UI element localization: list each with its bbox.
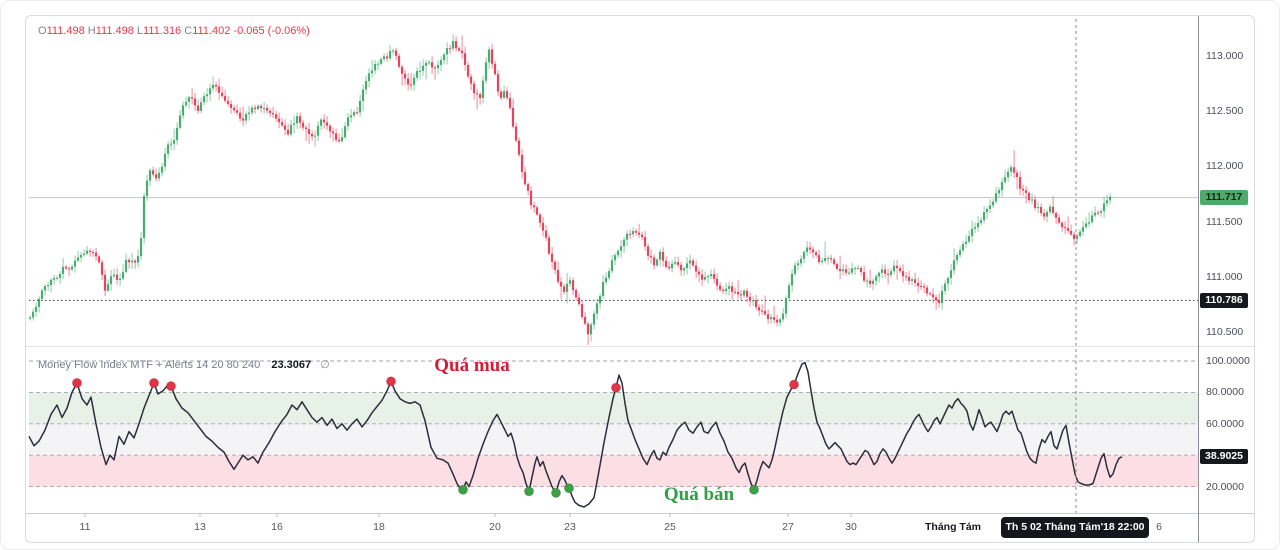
open-label: O: [38, 25, 47, 37]
oversold-marker: [563, 483, 575, 494]
overbought-marker: [148, 377, 160, 389]
chart-plot-area[interactable]: [26, 16, 1254, 542]
overbought-marker: [71, 377, 83, 389]
chart-card: O111.498 H111.498 L111.316 C111.402 -0.0…: [25, 15, 1255, 543]
mfi-band: [29, 455, 1198, 487]
price-tick-label: 112.500: [1206, 105, 1244, 118]
indicator-value-badge: 38.9025: [1200, 449, 1248, 465]
crosshair-time-tooltip: Th 5 02 Tháng Tám'18 22:00: [1001, 517, 1149, 538]
time-tick-label: 23: [564, 521, 576, 533]
last-price-badge: 111.717: [1200, 190, 1248, 206]
alert-price-badge: 110.786: [1200, 292, 1248, 308]
price-tick-label: 113.000: [1206, 50, 1244, 62]
change-value: -0.065 (-0.06%): [233, 25, 310, 37]
indicator-params: 14 20 80 240: [196, 359, 261, 371]
time-tick-label: 30: [845, 521, 857, 533]
mfi-tick-label: 20.0000: [1206, 480, 1244, 493]
ohlc-legend: O111.498 H111.498 L111.316 C111.402 -0.0…: [38, 25, 310, 37]
mfi-series: [28, 361, 1123, 508]
oversold-marker: [748, 484, 760, 495]
indicator-legend: Money Flow Index MTF + Alerts 14 20 80 2…: [38, 358, 330, 371]
overbought-marker: [610, 382, 622, 393]
time-tick-label: 25: [664, 521, 676, 533]
close-label: C: [184, 25, 193, 37]
time-tick-label: 16: [271, 521, 283, 533]
oversold-marker: [550, 487, 562, 498]
hide-indicator-icon[interactable]: ∅: [320, 359, 330, 371]
mfi-tick-label: 60.0000: [1206, 417, 1244, 430]
close-value: 111.402: [192, 25, 231, 37]
overbought-marker: [165, 381, 177, 392]
time-tick-label: 20: [489, 521, 501, 533]
mfi-tick-label: 100.0000: [1206, 355, 1250, 367]
oversold-annotation: Quá bán: [663, 484, 735, 505]
high-value: 111.498: [95, 25, 134, 37]
price-tick-label: 110.500: [1206, 326, 1244, 338]
oversold-marker: [523, 486, 535, 497]
indicator-title: Money Flow Index MTF + Alerts: [38, 359, 193, 371]
time-tick-label: 13: [194, 521, 206, 533]
labels-overlay: O111.498 H111.498 L111.316 C111.402 -0.0…: [26, 16, 1254, 542]
month-label: Tháng Tám: [924, 521, 982, 533]
indicator-value: 23.3067: [271, 359, 312, 371]
low-label: L: [136, 25, 144, 37]
time-tick-label: 11: [79, 521, 91, 533]
price-tick-label: 111.000: [1206, 270, 1243, 283]
time-tick-label: 27: [782, 521, 794, 533]
mfi-tick-label: 80.0000: [1206, 386, 1244, 399]
time-tick-label: 6: [1156, 521, 1162, 533]
price-tick-label: 112.000: [1206, 160, 1244, 173]
overbought-marker: [385, 376, 397, 387]
oversold-marker: [457, 484, 469, 495]
overbought-marker: [788, 379, 800, 390]
open-value: 111.498: [46, 25, 85, 37]
low-value: 111.316: [143, 25, 182, 37]
mfi-line: [28, 361, 1123, 508]
mfi-band: [29, 423, 1198, 456]
candlestick-series: [28, 34, 1112, 345]
high-label: H: [87, 25, 96, 37]
price-tick-label: 111.500: [1206, 215, 1243, 228]
overbought-annotation: Quá mua: [434, 355, 510, 376]
time-tick-label: 18: [373, 521, 385, 533]
